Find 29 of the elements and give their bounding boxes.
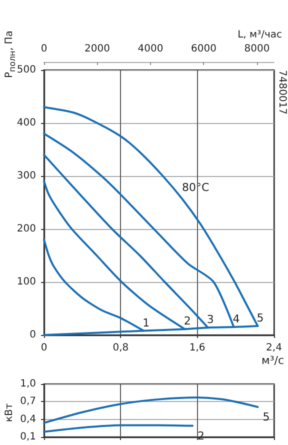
y-tick-label: 0,4 bbox=[20, 414, 36, 425]
series-label: 3 bbox=[206, 313, 214, 326]
series-label: 4 bbox=[232, 312, 240, 326]
y-tick-label: 0 bbox=[30, 330, 36, 340]
series-label: 1 bbox=[142, 316, 150, 330]
x-axis-title: м³/с bbox=[262, 354, 284, 367]
y-tick-label: 200 bbox=[16, 224, 36, 234]
x2-tick-label: 0 bbox=[40, 44, 48, 54]
x2-axis-title: L, м³/час bbox=[238, 30, 282, 40]
y-tick-label: 300 bbox=[16, 170, 36, 182]
x-tick-label: 0,8 bbox=[112, 342, 129, 354]
y-tick-label: 400 bbox=[16, 118, 36, 128]
x-tick-label: 0 bbox=[40, 342, 48, 354]
x2-tick-label: 8000 bbox=[244, 44, 270, 54]
series-label: 2 bbox=[184, 314, 191, 328]
y-tick-label: 0,7 bbox=[20, 396, 36, 408]
y-tick-label: 1,0 bbox=[20, 378, 36, 390]
y-tick-label: 0,1 bbox=[20, 432, 36, 442]
x-tick-label: 2,4 bbox=[266, 342, 282, 354]
x-tick-label: 1,6 bbox=[189, 342, 206, 354]
y-tick-label: 100 bbox=[16, 276, 36, 288]
y-axis-title: кВт bbox=[4, 403, 16, 422]
x2-tick-label: 6000 bbox=[190, 44, 216, 54]
series-label: 5 bbox=[256, 311, 264, 324]
text: 7480017 bbox=[276, 70, 288, 115]
x2-tick-label: 4000 bbox=[138, 44, 164, 54]
y-tick-label: 500 bbox=[16, 64, 36, 76]
x2-tick-label: 2000 bbox=[84, 44, 110, 54]
series-label: 5 bbox=[262, 410, 270, 424]
